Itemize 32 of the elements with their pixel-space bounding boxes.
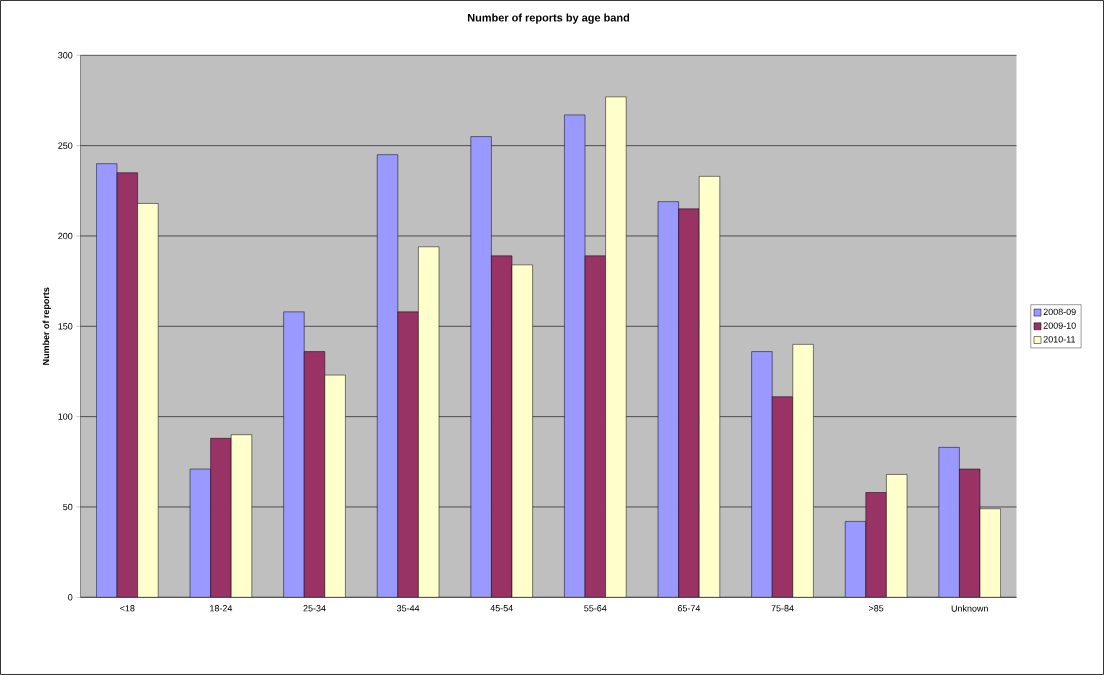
y-tick-label: 0 — [68, 594, 73, 601]
chart-title: Number of reports by age band — [467, 13, 630, 24]
bar — [959, 468, 981, 598]
y-tick-label: 50 — [63, 503, 73, 511]
bar — [771, 396, 794, 598]
x-tick-label: 45-54 — [490, 605, 513, 612]
y-tick-label: 150 — [58, 323, 73, 330]
x-tick-label: 35-44 — [396, 605, 420, 612]
y-tick-label: 200 — [58, 232, 73, 240]
bar — [865, 492, 887, 598]
bar — [116, 172, 138, 598]
x-tick-label: 75-84 — [771, 605, 794, 612]
x-tick-label: 18-24 — [210, 605, 233, 612]
legend-label: 2010-11 — [1043, 336, 1076, 343]
bar — [210, 438, 232, 598]
bar — [678, 208, 700, 598]
bar — [491, 255, 513, 598]
y-tick-label: 250 — [58, 142, 73, 149]
y-tick-label: 100 — [58, 413, 73, 420]
x-tick-label: <18 — [120, 605, 135, 612]
x-tick-label: Unknown — [951, 605, 988, 612]
legend-label: 2008-09 — [1043, 308, 1076, 316]
bar — [303, 351, 326, 598]
y-axis-title: Number of reports — [42, 287, 51, 365]
x-tick-label: 25-34 — [303, 605, 326, 612]
x-tick-label: >85 — [868, 605, 884, 612]
x-tick-label: 55-64 — [584, 605, 607, 612]
legend-label: 2009-10 — [1043, 322, 1076, 329]
bar — [584, 255, 606, 598]
bar — [397, 311, 419, 598]
x-tick-label: 65-74 — [677, 605, 701, 612]
y-tick-label: 300 — [58, 52, 73, 59]
